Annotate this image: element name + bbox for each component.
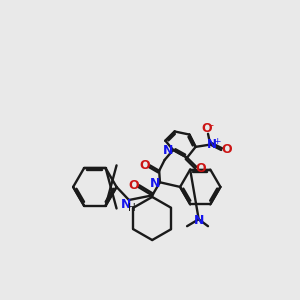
Text: N: N	[207, 138, 217, 151]
Text: N: N	[121, 198, 131, 211]
Text: H: H	[128, 203, 136, 213]
Text: O: O	[195, 162, 206, 175]
Text: O: O	[221, 143, 232, 157]
Text: +: +	[214, 137, 221, 146]
Text: O: O	[139, 159, 150, 172]
Text: N: N	[163, 144, 173, 157]
Text: N: N	[150, 177, 160, 190]
Text: N: N	[194, 214, 204, 226]
Text: -: -	[210, 120, 214, 130]
Text: O: O	[201, 122, 212, 135]
Text: O: O	[128, 179, 139, 192]
